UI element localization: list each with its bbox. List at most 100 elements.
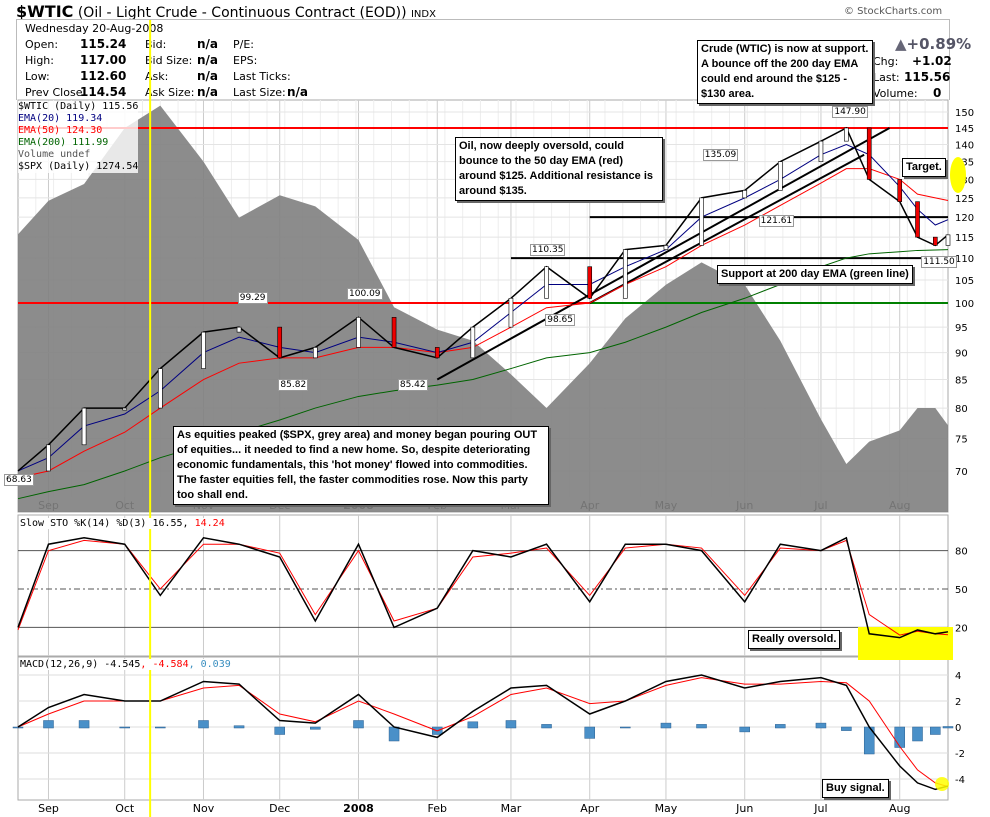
price-candle bbox=[932, 236, 938, 246]
price-candle bbox=[866, 127, 872, 180]
y-tick-label: 4 bbox=[955, 671, 961, 682]
macd-histogram-bar bbox=[467, 721, 479, 729]
y-tick-label: 50 bbox=[955, 585, 968, 596]
y-tick-label: 115 bbox=[955, 233, 974, 244]
macd-histogram-bar bbox=[388, 726, 400, 742]
price-candle bbox=[277, 326, 283, 359]
legend-spx: $SPX (Daily) 1274.54 bbox=[18, 161, 139, 172]
x-tick-label: Aug bbox=[889, 802, 910, 815]
price-label: 147.90 bbox=[832, 106, 868, 118]
series-wtic bbox=[17, 126, 949, 472]
macd-histogram-bar bbox=[43, 720, 54, 729]
price-label: 110.35 bbox=[529, 243, 566, 256]
macd-histogram-bar bbox=[942, 726, 954, 729]
brand-logo[interactable]: © StockCharts.com bbox=[844, 6, 943, 17]
quote-panel bbox=[16, 19, 950, 100]
macd-histogram-bar bbox=[815, 722, 827, 729]
oversold-highlight bbox=[858, 627, 953, 660]
price-candle bbox=[46, 444, 51, 472]
price-candle bbox=[236, 326, 242, 333]
annotation-equities: As equities peaked ($SPX, grey area) and… bbox=[173, 426, 549, 505]
price-candle bbox=[622, 249, 628, 299]
quote-label: Bid Size: bbox=[145, 54, 193, 67]
price-candle bbox=[201, 331, 206, 369]
target-highlight bbox=[950, 157, 966, 193]
x-tick-label: Sep bbox=[38, 802, 59, 815]
y-tick-label: 70 bbox=[955, 467, 968, 478]
y-tick-label: 95 bbox=[955, 323, 968, 334]
x-tick-label: Jun bbox=[735, 802, 753, 815]
quote-label: Low: bbox=[25, 70, 50, 83]
x-tick-label: Jul bbox=[813, 802, 827, 815]
macd-histogram-bar bbox=[841, 726, 852, 731]
price-candle bbox=[663, 245, 669, 250]
price-candle bbox=[742, 190, 748, 199]
quote-label: Last Size: bbox=[233, 86, 286, 99]
price-label: 98.65 bbox=[545, 313, 575, 326]
quote-label: Prev Close: bbox=[25, 86, 87, 99]
x-tick-label: Dec bbox=[269, 802, 290, 815]
macd-legend: MACD(12,26,9) -4.545, -4.584, 0.039 bbox=[20, 659, 231, 670]
y-tick-label: 90 bbox=[955, 349, 968, 360]
sto-legend: Slow STO %K(14) %D(3) 16.55, 14.24 bbox=[20, 518, 225, 529]
series-ema50 bbox=[17, 168, 949, 479]
quote-date: Wednesday 20-Aug-2008 bbox=[25, 22, 164, 35]
annotation-target: Target. bbox=[902, 158, 946, 177]
price-candle bbox=[897, 179, 903, 202]
quote-label: Open: bbox=[25, 38, 59, 51]
price-candle bbox=[122, 407, 128, 411]
x-tick-label: Nov bbox=[193, 802, 215, 815]
volume-label: Volume: bbox=[873, 87, 918, 100]
price-candle bbox=[391, 317, 397, 348]
trend-line bbox=[589, 153, 865, 304]
price-candle bbox=[587, 266, 593, 299]
y-tick-label: 100 bbox=[955, 299, 974, 310]
quote-value: n/a bbox=[197, 69, 219, 83]
macd-signal-line bbox=[17, 677, 949, 788]
price-candle bbox=[544, 266, 549, 299]
price-label: 121.61 bbox=[758, 215, 795, 228]
x-tick-label: Oct bbox=[115, 802, 135, 815]
y-tick-label: 105 bbox=[955, 276, 974, 287]
quote-value: n/a bbox=[197, 37, 219, 51]
x-tick-label: May bbox=[655, 802, 678, 815]
y-tick-label: 120 bbox=[955, 213, 974, 224]
quote-label: P/E: bbox=[233, 38, 254, 51]
quote-value: 115.24 bbox=[80, 37, 127, 51]
macd-histogram-bar bbox=[775, 724, 786, 729]
annotation-oversold-bounce: Oil, now deeply oversold, could bounce t… bbox=[455, 137, 663, 201]
macd-histogram-bar bbox=[353, 720, 364, 729]
y-tick-label: -2 bbox=[955, 749, 965, 760]
macd-histogram-bar bbox=[310, 726, 321, 730]
price-candle bbox=[945, 234, 951, 246]
x-tick-label: Apr bbox=[580, 802, 600, 815]
quote-value: 114.54 bbox=[80, 85, 127, 99]
price-label: 111.50 bbox=[921, 256, 957, 269]
quote-value: 117.00 bbox=[80, 53, 127, 67]
price-candle bbox=[157, 368, 163, 409]
price-label: 100.09 bbox=[347, 287, 383, 300]
quote-value: n/a bbox=[287, 85, 309, 99]
price-candle bbox=[915, 201, 920, 238]
y-tick-label: 80 bbox=[955, 404, 968, 415]
price-candle bbox=[470, 326, 476, 359]
series-ema20 bbox=[17, 143, 949, 472]
y-tick-label: 140 bbox=[955, 140, 974, 151]
macd-histogram-bar bbox=[198, 720, 209, 729]
last-label: Last: bbox=[873, 71, 900, 84]
macd-histogram-bar bbox=[912, 726, 923, 742]
macd-histogram-bar bbox=[233, 725, 245, 729]
price-label: 99.29 bbox=[237, 292, 268, 305]
chg-value: +1.02 bbox=[912, 54, 952, 68]
buy-signal-highlight bbox=[935, 777, 949, 791]
quote-label: EPS: bbox=[233, 54, 258, 67]
spx-area bbox=[18, 105, 948, 512]
y-tick-label: 0 bbox=[955, 723, 961, 734]
price-label: 85.42 bbox=[397, 379, 428, 392]
y-tick-label: 75 bbox=[955, 434, 968, 445]
y-tick-label: 150 bbox=[955, 108, 974, 119]
x-tick-label: Mar bbox=[501, 802, 522, 815]
volume-value: 0 bbox=[933, 86, 942, 100]
